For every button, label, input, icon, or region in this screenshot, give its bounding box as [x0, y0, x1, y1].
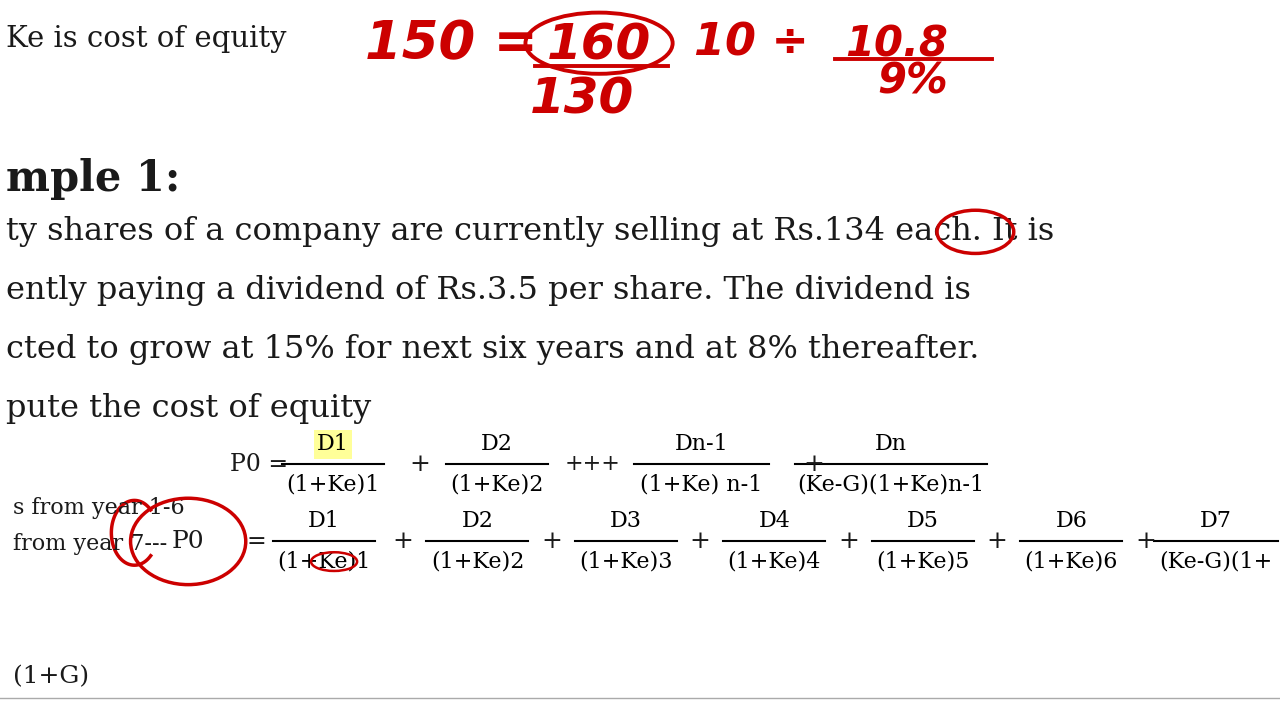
Text: cted to grow at 15% for next six years and at 8% thereafter.: cted to grow at 15% for next six years a… [6, 334, 979, 365]
Text: +: + [541, 530, 562, 553]
Text: Ke is cost of equity: Ke is cost of equity [6, 25, 287, 53]
Text: D3: D3 [609, 510, 641, 532]
Text: D4: D4 [759, 510, 790, 532]
Text: +: + [987, 530, 1007, 553]
Text: +: + [393, 530, 413, 553]
Text: (1+Ke)2: (1+Ke)2 [451, 474, 543, 495]
Text: P0: P0 [172, 530, 205, 553]
Text: D2: D2 [481, 433, 512, 455]
Text: D2: D2 [462, 510, 493, 532]
Text: pute the cost of equity: pute the cost of equity [6, 393, 371, 424]
Text: (Ke-G)(1+: (Ke-G)(1+ [1160, 551, 1272, 572]
Text: mple 1:: mple 1: [6, 158, 180, 200]
Text: s from year 1-6: s from year 1-6 [13, 497, 184, 518]
Text: 10 ÷: 10 ÷ [694, 22, 809, 65]
Text: (1+Ke)4: (1+Ke)4 [728, 551, 820, 572]
Text: +++: +++ [564, 454, 621, 475]
Text: =: = [246, 530, 266, 553]
Text: 130: 130 [530, 76, 635, 124]
Text: D1: D1 [317, 433, 348, 455]
Text: ently paying a dividend of Rs.3.5 per share. The dividend is: ently paying a dividend of Rs.3.5 per sh… [6, 275, 972, 306]
Text: +: + [1135, 530, 1156, 553]
Text: (1+Ke)1: (1+Ke)1 [287, 474, 379, 495]
Text: from year 7---: from year 7--- [13, 533, 168, 554]
Text: (1+Ke)3: (1+Ke)3 [579, 551, 673, 572]
Text: 160: 160 [547, 22, 652, 70]
Text: P0 =: P0 = [230, 453, 288, 476]
Text: Dn-1: Dn-1 [675, 433, 728, 455]
Text: D5: D5 [908, 510, 938, 532]
Text: ty shares of a company are currently selling at Rs.134 each. It is: ty shares of a company are currently sel… [6, 216, 1055, 247]
Text: D6: D6 [1056, 510, 1087, 532]
Text: (1+G): (1+G) [13, 665, 88, 688]
Text: +: + [838, 530, 859, 553]
Text: (1+Ke) n-1: (1+Ke) n-1 [640, 474, 763, 495]
Text: Dn: Dn [876, 433, 906, 455]
Text: (1+Ke)2: (1+Ke)2 [431, 551, 524, 572]
Text: +: + [804, 453, 824, 476]
Text: +: + [690, 530, 710, 553]
Text: 150 =: 150 = [365, 18, 538, 70]
Text: (1+Ke)5: (1+Ke)5 [877, 551, 969, 572]
Text: (1+Ke)6: (1+Ke)6 [1025, 551, 1117, 572]
Text: (1+Ke)1: (1+Ke)1 [278, 551, 370, 572]
Text: (Ke-G)(1+Ke)n-1: (Ke-G)(1+Ke)n-1 [797, 474, 984, 495]
Text: D7: D7 [1201, 510, 1231, 532]
Text: 9%: 9% [877, 60, 947, 102]
Text: 10.8: 10.8 [845, 23, 947, 65]
Text: +: + [410, 453, 430, 476]
Text: D1: D1 [308, 510, 339, 532]
